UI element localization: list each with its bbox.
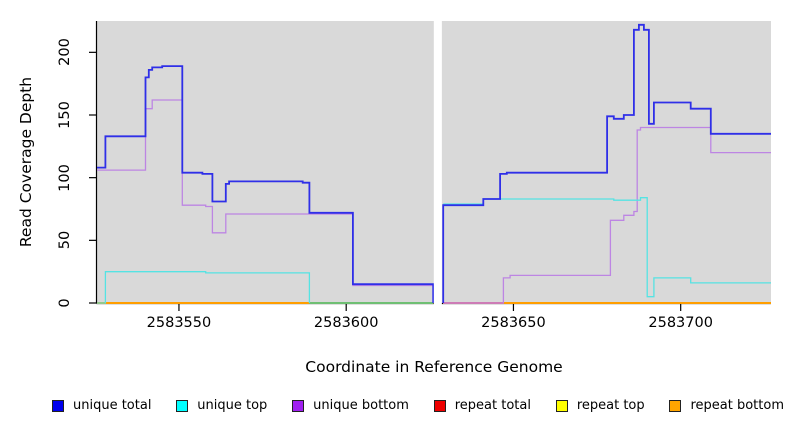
y-tick-label: 50 (57, 231, 73, 250)
legend-label: unique total (73, 398, 152, 413)
legend-label: repeat bottom (690, 398, 784, 413)
legend-label: unique top (197, 398, 268, 413)
legend-item-repeat-bottom: repeat bottom (669, 398, 784, 413)
y-tick-label: 0 (57, 298, 73, 308)
x-tick-label: 2583650 (481, 315, 546, 331)
x-tick-label: 2583600 (313, 315, 379, 331)
legend-label: unique bottom (313, 398, 409, 413)
y-tick-label: 100 (57, 163, 73, 192)
legend: unique total unique top unique bottom re… (52, 398, 784, 413)
x-axis-title: Coordinate in Reference Genome (305, 358, 563, 376)
legend-label: repeat total (454, 398, 531, 413)
legend-label: repeat top (576, 398, 645, 413)
unique-top-swatch-icon (176, 399, 189, 412)
legend-item-unique-total: unique total (52, 398, 151, 413)
legend-item-unique-top: unique top (176, 398, 267, 413)
y-tick-label: 150 (57, 101, 73, 129)
legend-item-repeat-total: repeat total (433, 398, 531, 413)
repeat-bottom-swatch-icon (669, 399, 682, 412)
unique-bottom-swatch-icon (292, 399, 305, 412)
legend-item-repeat-top: repeat top (555, 398, 645, 413)
unique-total-swatch-icon (52, 399, 64, 412)
repeat-top-swatch-icon (555, 399, 568, 412)
y-axis-title: Read Coverage Depth (17, 76, 35, 248)
x-tick-label: 2583700 (648, 315, 713, 331)
repeat-total-swatch-icon (433, 399, 446, 412)
legend-item-unique-bottom: unique bottom (292, 398, 409, 413)
y-tick-label: 200 (57, 38, 73, 67)
x-tick-label: 2583550 (146, 315, 212, 331)
